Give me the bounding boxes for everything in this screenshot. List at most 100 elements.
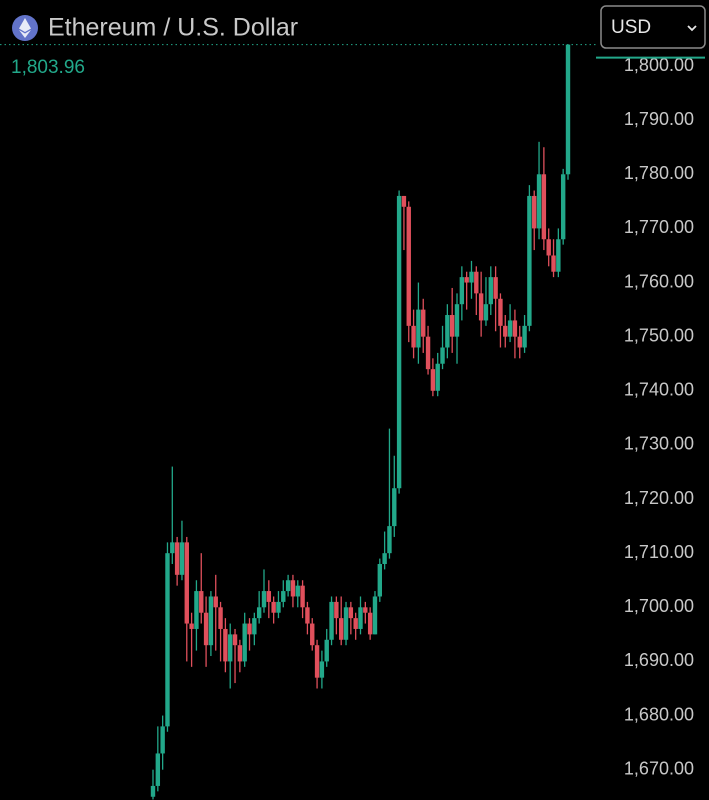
- candle-body: [363, 607, 368, 613]
- candle-body: [324, 639, 329, 662]
- y-tick-label: 1,770.00: [624, 217, 694, 237]
- candle-body: [329, 601, 334, 640]
- candle-body: [474, 271, 479, 294]
- candle-body: [507, 320, 513, 337]
- candle-body: [194, 591, 199, 629]
- candle-body: [228, 634, 233, 662]
- candle-body: [435, 363, 440, 391]
- y-tick-label: 1,670.00: [624, 758, 694, 778]
- candle-body: [170, 542, 175, 554]
- select-box[interactable]: [600, 5, 706, 49]
- candle-body: [478, 293, 484, 321]
- candle-body: [536, 174, 542, 229]
- candle-body: [367, 612, 373, 635]
- candle-body: [338, 618, 344, 640]
- candle-body: [252, 618, 257, 635]
- candle-body: [522, 325, 527, 348]
- candle-body: [483, 304, 489, 321]
- candle-body: [411, 325, 416, 348]
- candle-body: [247, 623, 252, 635]
- candle-body: [184, 542, 189, 624]
- candle-body: [440, 347, 445, 364]
- y-tick-label: 1,690.00: [624, 650, 694, 670]
- candle-body: [464, 277, 469, 283]
- candle-body: [150, 785, 156, 797]
- candle-body: [556, 239, 561, 272]
- candle-body: [208, 596, 214, 646]
- candle-body: [213, 596, 218, 608]
- candle-body: [416, 309, 421, 348]
- candle-body: [242, 623, 247, 662]
- candle-body: [237, 645, 243, 662]
- candle-body: [300, 585, 305, 608]
- candle-body: [392, 488, 397, 527]
- candle-body: [295, 585, 300, 597]
- candle-body: [358, 607, 363, 629]
- candle-body: [541, 174, 547, 240]
- candle-body: [353, 618, 358, 629]
- candle-body: [343, 607, 349, 640]
- chart-title: Ethereum / U.S. Dollar: [48, 14, 298, 42]
- plot: 1,670.00 1,680.00 1,690.00 1,700.00 1,710.00…: [0, 44, 705, 800]
- select-value[interactable]: USD: [611, 17, 651, 38]
- y-tick-label: 1,680.00: [624, 704, 694, 724]
- y-tick-label: 1,760.00: [624, 271, 694, 291]
- candle-body: [189, 623, 194, 629]
- candle-body: [223, 628, 228, 662]
- candle-body: [203, 612, 209, 646]
- candle-body: [527, 195, 532, 326]
- candle-body: [551, 255, 556, 272]
- y-tick-label: 1,700.00: [624, 596, 694, 616]
- candle-body: [406, 206, 411, 326]
- candle-body: [469, 271, 474, 283]
- candle-body: [546, 239, 551, 256]
- candle-body: [179, 542, 185, 575]
- candle-body: [199, 591, 204, 613]
- y-tick-label: 1,710.00: [624, 542, 694, 562]
- candle-body: [396, 195, 402, 489]
- y-tick-label: 1,790.00: [624, 109, 694, 129]
- candle-body: [488, 277, 493, 305]
- header: Ethereum / U.S. Dollar 1,803.96: [11, 14, 298, 78]
- candle-body: [155, 753, 161, 786]
- candle-body: [266, 591, 272, 602]
- candle-body: [498, 298, 503, 326]
- candle-body: [174, 542, 180, 575]
- y-tick-label: 1,730.00: [624, 434, 694, 454]
- candle-body: [160, 726, 165, 754]
- candle-body: [425, 336, 431, 370]
- y-tick-label: 1,720.00: [624, 488, 694, 508]
- candle-body: [218, 607, 223, 629]
- candle-body: [532, 195, 537, 229]
- candle-body: [560, 174, 566, 240]
- candle-body: [314, 645, 320, 678]
- candle-body: [421, 309, 426, 337]
- candle-body: [565, 44, 571, 175]
- candle-body: [285, 580, 291, 592]
- candle-body: [377, 564, 383, 597]
- candle-body: [430, 369, 436, 391]
- candle-body: [401, 195, 407, 207]
- candle-body: [276, 601, 281, 613]
- y-tick-label: 1,800.00: [624, 55, 694, 75]
- candle-body: [503, 325, 508, 337]
- last-price-label: 1,803.96: [11, 57, 85, 78]
- candle-body: [387, 526, 392, 554]
- candle-body: [261, 591, 267, 608]
- candle-body: [454, 304, 460, 337]
- candle-body: [319, 661, 325, 678]
- y-tick-label: 1,780.00: [624, 163, 694, 183]
- y-tick-label: 1,750.00: [624, 325, 694, 345]
- candle-body: [372, 596, 378, 635]
- candle-body: [449, 315, 455, 337]
- currency-select[interactable]: USD: [600, 5, 706, 49]
- candle-body: [281, 591, 286, 602]
- candle-body: [348, 607, 354, 619]
- candle-body: [493, 277, 498, 299]
- candle-body: [271, 601, 276, 613]
- candle-body: [290, 580, 296, 597]
- candle-body: [512, 320, 518, 337]
- select-caret[interactable]: [687, 25, 697, 32]
